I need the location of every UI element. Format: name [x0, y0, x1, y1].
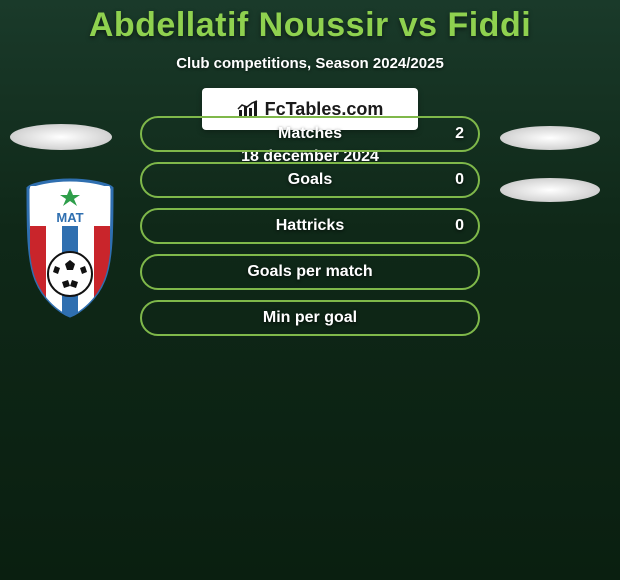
player-right-placeholder-1	[500, 126, 600, 150]
stat-bar-matches: Matches 2	[140, 116, 480, 152]
subtitle: Club competitions, Season 2024/2025	[0, 55, 620, 72]
stat-label: Goals per match	[247, 263, 372, 281]
stat-label: Hattricks	[276, 217, 344, 235]
stat-bars: Matches 2 Goals 0 Hattricks 0 Goals per …	[140, 116, 480, 346]
svg-text:MAT: MAT	[56, 210, 83, 225]
stat-value: 2	[455, 125, 464, 143]
stat-bar-goals-per-match: Goals per match	[140, 254, 480, 290]
stat-bar-goals: Goals 0	[140, 162, 480, 198]
stat-bar-hattricks: Hattricks 0	[140, 208, 480, 244]
team-crest: MAT	[22, 178, 118, 318]
page-title: Abdellatif Noussir vs Fiddi	[0, 0, 620, 45]
shield-icon: MAT	[22, 178, 118, 318]
stat-bar-min-per-goal: Min per goal	[140, 300, 480, 336]
stat-label: Goals	[288, 171, 332, 189]
player-left-placeholder	[10, 124, 112, 150]
stat-value: 0	[455, 171, 464, 189]
stat-value: 0	[455, 217, 464, 235]
stat-label: Matches	[278, 125, 342, 143]
player-right-placeholder-2	[500, 178, 600, 202]
stat-label: Min per goal	[263, 309, 357, 327]
